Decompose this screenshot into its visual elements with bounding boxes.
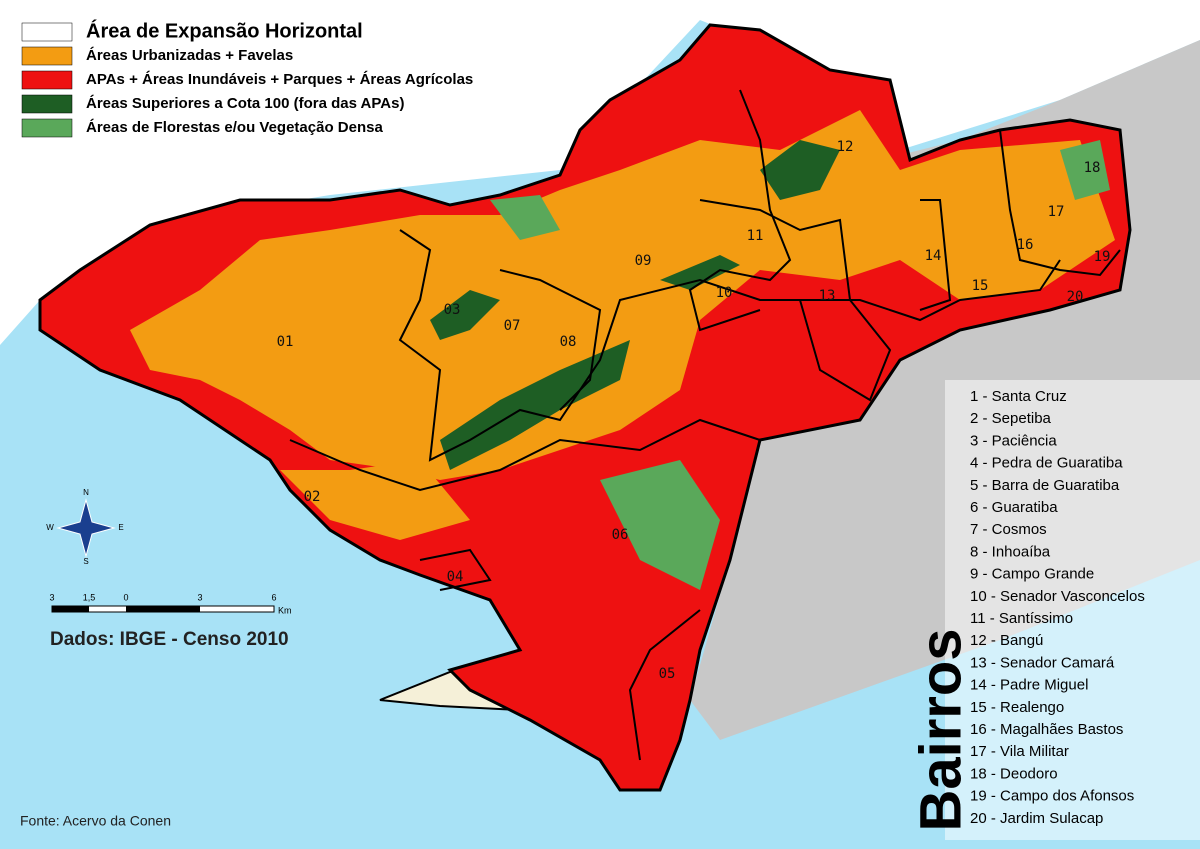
district-number: 01 (277, 334, 294, 350)
urban-area (280, 460, 470, 540)
district-number: 08 (560, 334, 577, 350)
district-number: 16 (1017, 237, 1034, 253)
bairro-item: 12 - Bangú (970, 632, 1043, 649)
bairros-title: Bairros (908, 628, 973, 831)
bairro-item: 14 - Padre Miguel (970, 677, 1088, 694)
bairro-item: 10 - Senador Vasconcelos (970, 588, 1145, 605)
credit: Fonte: Acervo da Conen (20, 813, 171, 829)
district-number: 07 (504, 318, 521, 334)
bairro-item: 1 - Santa Cruz (970, 388, 1067, 405)
district-borders (419, 548, 492, 591)
district-borders (499, 269, 602, 411)
district-number: 14 (925, 248, 942, 264)
district-number: 10 (716, 285, 733, 301)
legend-label: Áreas Urbanizadas + Favelas (86, 47, 293, 64)
bairros-panel (945, 380, 1200, 840)
district-number: 12 (837, 139, 854, 155)
district-number: 06 (612, 527, 629, 543)
bairro-item: 11 - Santíssimo (970, 610, 1073, 627)
compass-letter: S (83, 557, 88, 566)
scale-label: 1,5 (83, 592, 96, 602)
compass-letter: W (46, 523, 54, 532)
bairro-item: 6 - Guaratiba (970, 499, 1058, 516)
bairro-item: 20 - Jardim Sulacap (970, 810, 1103, 827)
scale-label: 6 (271, 592, 276, 602)
district-number: 17 (1048, 204, 1065, 220)
scale-bar (51, 605, 275, 613)
district-number: 03 (444, 302, 461, 318)
bairro-item: 5 - Barra de Guaratiba (970, 477, 1120, 494)
legend-label: Áreas Superiores a Cota 100 (fora das AP… (86, 95, 404, 112)
bairro-item: 3 - Paciência (970, 432, 1057, 449)
compass-letter: E (118, 523, 123, 532)
compass-letter: N (83, 488, 89, 497)
scale-label: 3 (49, 592, 54, 602)
scale-unit: Km (278, 605, 292, 615)
legend-label: Área de Expansão Horizontal (86, 19, 363, 42)
bairro-item: 9 - Campo Grande (970, 566, 1094, 583)
bairro-item: 13 - Senador Camará (970, 654, 1115, 671)
legend-swatch (21, 46, 73, 66)
forest-high (660, 255, 740, 290)
bairro-item: 8 - Inhoaíba (970, 543, 1051, 560)
district-number: 04 (447, 569, 464, 585)
district-number: 18 (1084, 160, 1101, 176)
urban-area (130, 110, 1115, 480)
scale-label: 0 (123, 592, 128, 602)
bairro-item: 16 - Magalhães Bastos (970, 721, 1123, 738)
district-number: 05 (659, 666, 676, 682)
legend-swatch (21, 118, 73, 138)
district-number: 09 (635, 253, 652, 269)
bairro-item: 7 - Cosmos (970, 521, 1047, 538)
district-borders (999, 129, 1121, 277)
district-number: 11 (747, 228, 764, 244)
district-number: 02 (304, 489, 321, 505)
bairro-item: 2 - Sepetiba (970, 410, 1052, 427)
legend-label: Áreas de Florestas e/ou Vegetação Densa (86, 119, 383, 136)
forest-dense (600, 460, 720, 590)
district-borders (289, 418, 761, 492)
forest-high (440, 340, 630, 470)
bairro-item: 4 - Pedra de Guaratiba (970, 455, 1123, 472)
district-number: 19 (1094, 249, 1111, 265)
forest-high (430, 290, 500, 340)
data-source: Dados: IBGE - Censo 2010 (50, 629, 289, 650)
legend-label: APAs + Áreas Inundáveis + Parques + Área… (86, 71, 473, 88)
forest-high (760, 140, 840, 200)
bairro-item: 15 - Realengo (970, 699, 1064, 716)
legend-swatch (21, 94, 73, 114)
bairro-item: 19 - Campo dos Afonsos (970, 788, 1134, 805)
legend-swatch (21, 22, 73, 42)
bairro-item: 18 - Deodoro (970, 765, 1058, 782)
bairro-item: 17 - Vila Militar (970, 743, 1069, 760)
district-number: 13 (819, 288, 836, 304)
forest-dense (490, 195, 560, 240)
mainland-outside (0, 0, 1200, 345)
compass (56, 498, 116, 558)
district-number: 20 (1067, 289, 1084, 305)
legend-swatch (21, 70, 73, 90)
district-number: 15 (972, 278, 989, 294)
district-borders (688, 89, 792, 332)
district-borders (919, 199, 952, 311)
district-borders (628, 609, 701, 761)
scale-label: 3 (197, 592, 202, 602)
forest-dense (1060, 140, 1110, 200)
